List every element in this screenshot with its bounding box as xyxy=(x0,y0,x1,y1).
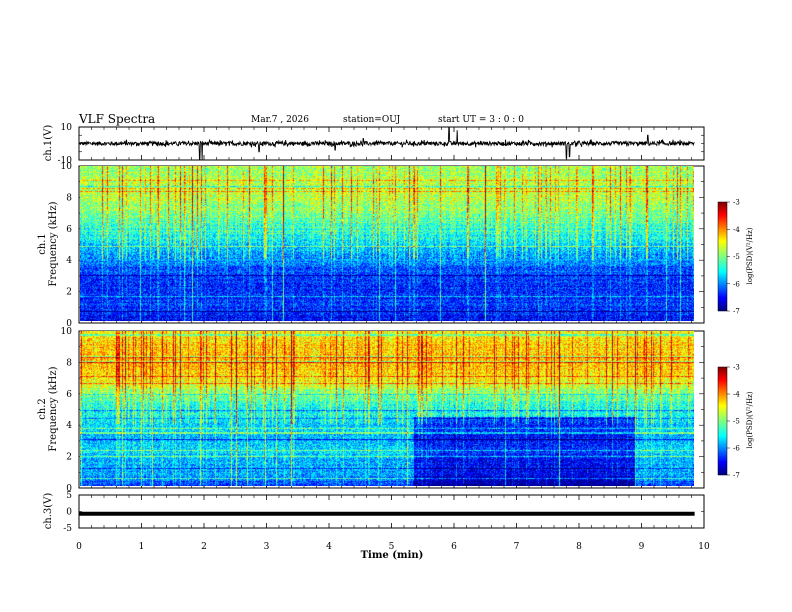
ch3-y-tick-label: 0 xyxy=(66,508,72,518)
x-tick-label: 2 xyxy=(201,542,207,552)
ch2-spectrogram-canvas xyxy=(80,331,694,486)
ch3-ylabel: ch.3(V) xyxy=(43,493,54,530)
spec2-y-tick-label: 4 xyxy=(66,421,72,431)
ch1-spectrogram-image xyxy=(80,166,694,321)
x-tick-label: 3 xyxy=(264,542,270,552)
ch1-y-tick-label: 10 xyxy=(61,123,73,133)
x-tick-label: 10 xyxy=(698,542,710,552)
x-tick-label: 5 xyxy=(389,542,395,552)
x-tick-label: 8 xyxy=(576,542,582,552)
ch1-spec-ylabel-frequency: Frequency (kHz) xyxy=(48,201,59,286)
x-tick-label: 1 xyxy=(139,542,145,552)
colorbar2-tick-label: -6 xyxy=(733,445,740,453)
ch1-y-tick-label: -10 xyxy=(58,156,73,166)
spec1-y-tick-label: 8 xyxy=(66,193,72,203)
colorbar2-tick-label: -5 xyxy=(733,418,740,426)
header-station: station=OUJ xyxy=(343,115,401,125)
ch1-panel-frame xyxy=(78,126,705,161)
ch2-spec-ylabel-channel: ch.2 xyxy=(37,398,48,420)
spec1-y-tick-label: 2 xyxy=(66,288,72,298)
ch3-y-tick-label: 5 xyxy=(66,491,72,501)
colorbar1-tick-label: -6 xyxy=(733,280,740,288)
spec1-y-tick-label: 4 xyxy=(66,256,72,266)
x-tick-label: 0 xyxy=(76,542,82,552)
x-tick-label: 4 xyxy=(326,542,332,552)
spec2-y-tick-label: 8 xyxy=(66,358,72,368)
plot-title: VLF Spectra xyxy=(79,112,156,126)
spec2-y-tick-label: 6 xyxy=(66,390,72,400)
colorbar2 xyxy=(717,366,728,476)
x-axis-label: Time (min) xyxy=(361,550,424,561)
colorbar1 xyxy=(717,201,728,312)
x-tick-label: 9 xyxy=(639,542,645,552)
ch3-y-tick-label: -5 xyxy=(63,524,72,534)
ch2-spectrogram-image xyxy=(80,331,694,486)
header-date: Mar.7 , 2026 xyxy=(251,115,309,125)
colorbar1-tick-label: -3 xyxy=(733,199,740,207)
spec2-y-tick-label: 0 xyxy=(66,484,72,494)
colorbar1-tick-label: -7 xyxy=(733,308,740,316)
spec1-y-tick-label: 6 xyxy=(66,225,72,235)
colorbar1-tick-label: -5 xyxy=(733,253,740,261)
colorbar1-label: log(PSD)(V²/Hz) xyxy=(746,227,754,284)
colorbar2-label: log(PSD)(V²/Hz) xyxy=(746,391,754,448)
ch1-spec-ylabel-channel: ch.1 xyxy=(37,233,48,255)
x-tick-label: 6 xyxy=(451,542,457,552)
ch1-waveform-ylabel: ch.1(V) xyxy=(43,125,54,162)
x-tick-label: 7 xyxy=(514,542,520,552)
spec1-y-tick-label: 10 xyxy=(61,162,73,172)
spec2-y-tick-label: 10 xyxy=(61,327,73,337)
colorbar2-tick-label: -3 xyxy=(733,364,740,372)
spec1-y-tick-label: 0 xyxy=(66,319,72,329)
ch1-waveform-line xyxy=(78,126,695,161)
colorbar1-tick-label: -4 xyxy=(733,226,740,234)
spec2-y-tick-label: 2 xyxy=(66,453,72,463)
colorbar2-tick-label: -7 xyxy=(733,472,740,480)
colorbar2-tick-label: -4 xyxy=(733,391,740,399)
header-start-time: start UT = 3 : 0 : 0 xyxy=(438,115,524,125)
ch1-spectrogram-canvas xyxy=(80,166,694,321)
ch2-spec-ylabel-frequency: Frequency (kHz) xyxy=(48,366,59,451)
ch3-panel-frame xyxy=(78,494,705,529)
